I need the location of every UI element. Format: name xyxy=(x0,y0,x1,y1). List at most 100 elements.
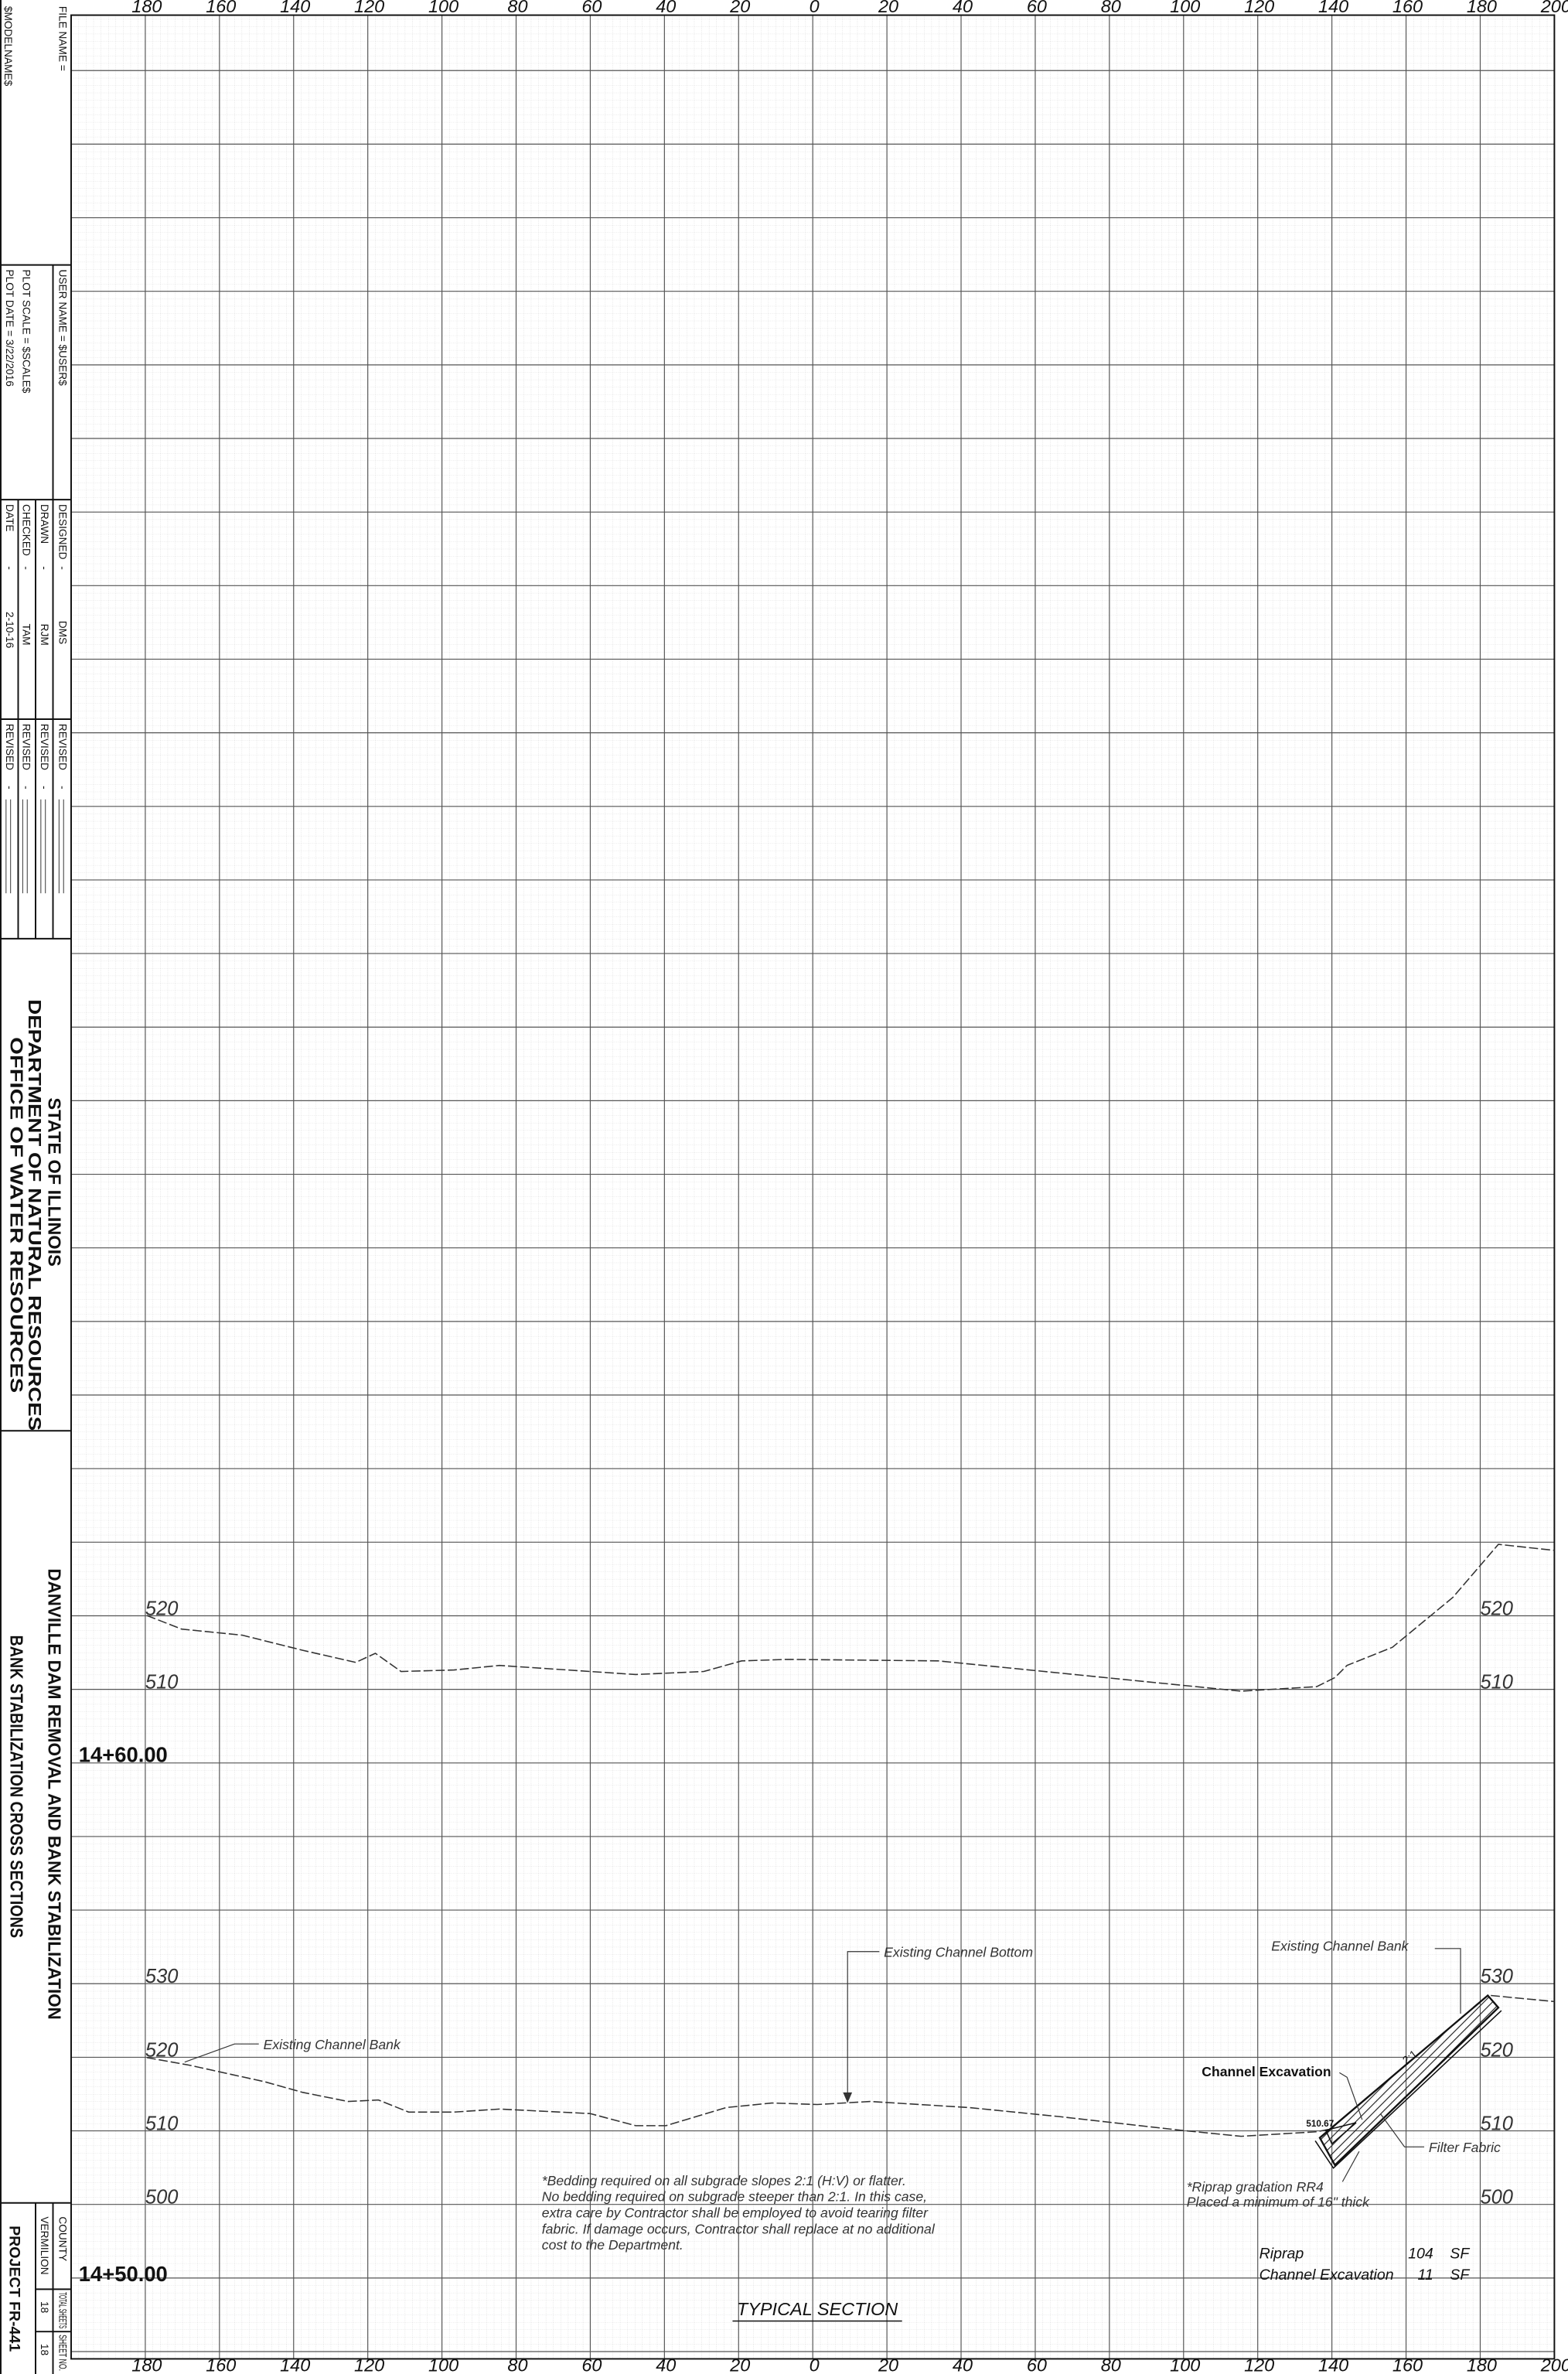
drawing-content: 180 180 160 160 140 140 120 120 100 100 80 80 60 60 40… xyxy=(79,0,1568,2374)
offset-label: 80 xyxy=(507,2355,527,2374)
offset-label: 40 xyxy=(953,0,973,16)
annotation: 510.67 xyxy=(1306,2119,1334,2129)
offset-label: 160 xyxy=(206,2355,236,2374)
offset-label: 200 xyxy=(1540,0,1568,16)
sheet-title: BANK STABILIZATION CROSS SECTIONS xyxy=(6,1636,26,1939)
annotation: Existing Channel Bottom xyxy=(884,1944,1033,1960)
county-label: COUNTY xyxy=(57,2216,69,2261)
agency-line: STATE OF ILLINOIS xyxy=(44,1097,64,1266)
quantity-amount: 104 xyxy=(1408,2245,1433,2262)
checked-dash: - xyxy=(21,566,32,570)
offset-label: 0 xyxy=(810,2355,820,2374)
riprap xyxy=(1318,1994,1500,2167)
offset-label: 100 xyxy=(428,2355,458,2374)
annotation: Filter Fabric xyxy=(1429,2140,1501,2155)
drawn-dash: - xyxy=(39,566,50,570)
offset-label: 160 xyxy=(1392,2355,1423,2374)
offset-label: 40 xyxy=(953,2355,973,2374)
elevation-label: 510 xyxy=(1480,2113,1512,2134)
elevation-label: 530 xyxy=(145,1966,178,1987)
annotation: Existing Channel Bank xyxy=(264,2037,401,2052)
elevation-label: 520 xyxy=(1480,1598,1512,1619)
offset-label: 80 xyxy=(507,0,527,16)
offset-label: 140 xyxy=(280,2355,310,2374)
plot-frame xyxy=(70,14,1556,2360)
offset-label: 0 xyxy=(810,0,820,16)
project-number: PROJECT FR-441 xyxy=(5,2226,22,2352)
quantity-unit: SF xyxy=(1450,2267,1470,2284)
offset-label: 60 xyxy=(581,2355,602,2374)
drawn-value: RJM xyxy=(39,624,50,646)
offset-label: 80 xyxy=(1101,2355,1121,2374)
plot-date: PLOT DATE = 3/22/2016 xyxy=(4,270,15,387)
user-name: USER NAME = $USER$ xyxy=(57,270,69,387)
checked-label: CHECKED xyxy=(21,504,32,556)
revised-label: REVISED xyxy=(4,724,15,770)
station-label: 14+50.00 xyxy=(79,2262,168,2286)
offset-label: 100 xyxy=(428,0,458,16)
offset-label: 40 xyxy=(656,2355,676,2374)
major-grid xyxy=(70,15,1555,2359)
designed-label: DESIGNED xyxy=(57,504,69,560)
offset-label: 180 xyxy=(131,0,162,16)
offset-label: 20 xyxy=(729,2355,750,2374)
elevation-label: 510 xyxy=(145,1672,178,1694)
note-line: cost to the Department. xyxy=(542,2237,683,2253)
offset-label: 160 xyxy=(1392,0,1423,16)
offset-label: 120 xyxy=(1244,0,1274,16)
offset-label: 40 xyxy=(656,0,676,16)
elevation-label: 500 xyxy=(145,2187,178,2209)
total-sheets: 18 xyxy=(39,2301,50,2314)
note-line: *Bedding required on all subgrade slopes… xyxy=(542,2173,906,2188)
note-line: No bedding required on subgrade steeper … xyxy=(542,2189,927,2205)
agency-line: OFFICE OF WATER RESOURCES xyxy=(6,1037,26,1393)
caption: TYPICAL SECTION xyxy=(737,2299,898,2319)
revised-dash: - xyxy=(4,786,15,790)
designed-dash: - xyxy=(57,566,69,570)
filter-fabric-line xyxy=(1314,2010,1502,2169)
elevation-label: 500 xyxy=(1480,2187,1512,2209)
date-dash: - xyxy=(4,566,15,570)
offset-label: 20 xyxy=(878,2355,898,2374)
offset-label: 120 xyxy=(354,2355,384,2374)
revised-label: REVISED xyxy=(21,724,32,770)
quantity-item: Channel Excavation xyxy=(1260,2267,1394,2284)
note-line: fabric. If damage occurs, Contractor sha… xyxy=(542,2221,936,2236)
offset-label: 140 xyxy=(280,0,310,16)
elevation-label: 510 xyxy=(1480,1672,1512,1694)
file-name: FILE NAME = xyxy=(57,6,69,71)
total-sheets-label: TOTAL SHEETS xyxy=(57,2292,69,2328)
offset-label: 60 xyxy=(581,0,602,16)
sheet-no: 18 xyxy=(39,2344,50,2356)
offset-label: 180 xyxy=(1467,2355,1497,2374)
sheet-no-label: SHEET NO. xyxy=(57,2335,69,2371)
designed-value: DMS xyxy=(57,621,69,644)
quantity-unit: SF xyxy=(1450,2245,1470,2262)
ground-profile xyxy=(146,2057,1332,2137)
offset-label: 60 xyxy=(1027,2355,1047,2374)
checked-value: TAM xyxy=(21,624,32,646)
offset-label: 100 xyxy=(1170,2355,1200,2374)
title-block-frame xyxy=(0,0,72,2374)
ground-profile xyxy=(146,1543,1555,1692)
revised-label: REVISED xyxy=(39,724,50,770)
project-title: DANVILLE DAM REMOVAL AND BANK STABILIZAT… xyxy=(44,1568,64,2019)
agency-line: DEPARTMENT OF NATURAL RESOURCES xyxy=(25,999,45,1431)
elevation-label: 530 xyxy=(1480,1966,1512,1987)
offset-label: 200 xyxy=(1540,2355,1568,2374)
drawn-label: DRAWN xyxy=(39,504,50,544)
excavation-area xyxy=(1324,2122,1357,2145)
revised-block: REVISED - REVISED - REVISED - REVISED - xyxy=(4,724,69,894)
offset-label: 180 xyxy=(1467,0,1497,16)
offset-label: 20 xyxy=(878,0,898,16)
annotation: *Riprap gradation RR4 xyxy=(1187,2179,1324,2195)
quantity-amount: 11 xyxy=(1417,2267,1433,2284)
quantity-item: Riprap xyxy=(1260,2245,1304,2262)
offset-label: 20 xyxy=(729,0,750,16)
offset-label: 100 xyxy=(1170,0,1200,16)
model-name: $MODELNAME$ xyxy=(2,6,14,87)
revised-dash: - xyxy=(57,786,69,790)
